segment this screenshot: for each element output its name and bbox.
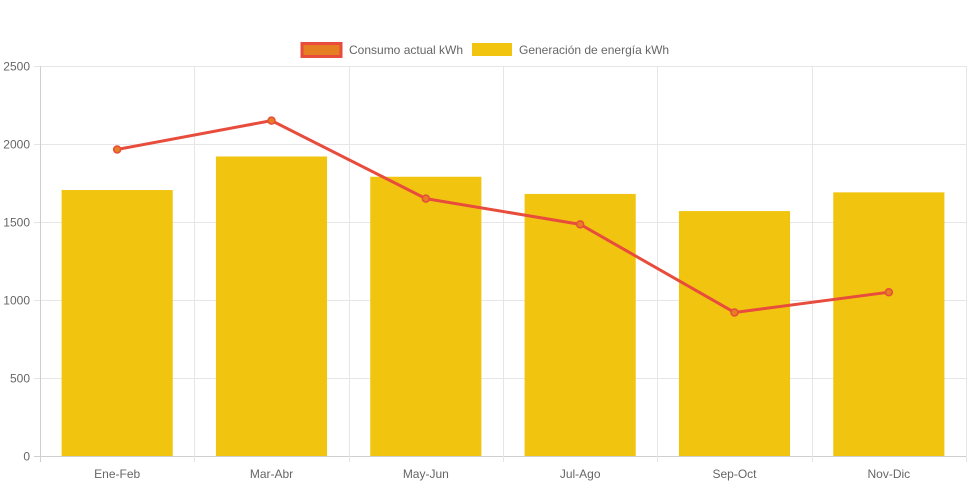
line-consumo (116, 119, 890, 314)
legend-swatch-consumo (300, 42, 343, 58)
bar-generacion[interactable] (833, 192, 945, 457)
x-tick-label: Nov-Dic (867, 467, 910, 481)
x-tick-label: Mar-Abr (250, 467, 293, 481)
point-consumo[interactable] (112, 145, 122, 154)
bar-generacion[interactable] (678, 211, 791, 456)
legend-item-consumo[interactable]: Consumo actual kWh (300, 42, 463, 58)
legend-item-generacion[interactable]: Generación de energía kWh (472, 43, 669, 57)
y-tick-label: 2500 (3, 60, 30, 74)
axes: 0 500 1000 1500 2000 2500 Ene-Feb Mar-Abr May-Ju… (3, 60, 910, 482)
bar-series (61, 156, 945, 457)
x-tick-label: Ene-Feb (94, 467, 140, 481)
bar-generacion[interactable] (524, 193, 636, 457)
point-consumo[interactable] (730, 308, 739, 317)
legend-swatch-generacion (472, 43, 512, 56)
x-tick-label: May-Jun (403, 467, 449, 481)
y-tick-label: 1500 (3, 216, 30, 230)
x-tick-label: Sep-Oct (712, 467, 757, 481)
y-tick-label: 2000 (3, 138, 30, 152)
x-tick-label: Jul-Ago (560, 467, 601, 481)
legend-label-generacion: Generación de energía kWh (519, 43, 669, 57)
point-consumo[interactable] (267, 116, 276, 125)
bar-generacion[interactable] (215, 156, 328, 457)
y-tick-label: 0 (23, 450, 30, 464)
y-tick-label: 500 (10, 372, 30, 386)
line-series (112, 116, 894, 317)
y-tick-label: 1000 (3, 294, 30, 308)
grid-lines (34, 66, 967, 462)
point-consumo[interactable] (575, 220, 585, 229)
legend[interactable]: Consumo actual kWh Generación de energía… (300, 42, 669, 58)
bar-generacion[interactable] (370, 176, 482, 456)
legend-label-consumo: Consumo actual kWh (349, 43, 463, 57)
point-consumo[interactable] (421, 194, 431, 203)
point-consumo[interactable] (884, 287, 894, 297)
bar-generacion[interactable] (61, 190, 173, 456)
